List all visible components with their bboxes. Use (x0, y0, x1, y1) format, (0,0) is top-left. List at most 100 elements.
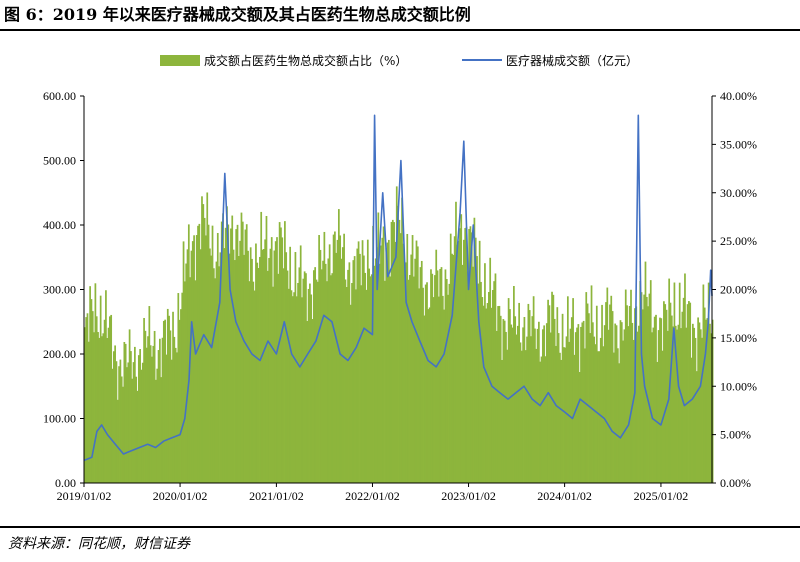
series-share (84, 186, 714, 484)
share-bar (620, 322, 623, 483)
share-bar (362, 255, 365, 483)
share-bar (616, 348, 619, 483)
share-bar (139, 349, 141, 483)
share-bar (494, 273, 497, 483)
right-tick-label: 5.00% (720, 428, 751, 442)
share-bar (215, 261, 218, 483)
share-bar (147, 336, 149, 483)
share-bar (351, 283, 353, 483)
chart-legend: 成交额占医药生物总成交额占比（%） 医疗器械成交额（亿元） (0, 50, 800, 70)
share-bar (277, 273, 280, 483)
share-bar (464, 228, 467, 483)
share-bar (398, 219, 401, 483)
share-bar (330, 275, 332, 483)
share-bar (262, 249, 265, 483)
share-bar (294, 252, 297, 483)
share-bar (141, 362, 144, 483)
share-bar (652, 327, 655, 483)
share-bar (216, 232, 219, 483)
share-bar (162, 320, 165, 483)
share-bar (526, 336, 528, 483)
share-bar (291, 296, 294, 483)
share-bar (692, 323, 694, 483)
share-bar (345, 287, 348, 483)
share-bar (189, 277, 191, 483)
share-bar (230, 228, 232, 483)
left-tick-label: 100.00 (43, 412, 76, 426)
share-bar (140, 369, 143, 483)
share-bar (627, 326, 630, 483)
share-bar (674, 325, 677, 483)
share-bar (177, 293, 180, 483)
share-bar (560, 359, 563, 483)
share-bar (184, 281, 186, 483)
share-bar (131, 378, 134, 483)
share-bar (477, 283, 480, 483)
share-bar (234, 260, 236, 483)
share-bar (701, 337, 703, 483)
share-bar (281, 237, 284, 483)
share-bar (285, 252, 288, 483)
share-bar (535, 348, 538, 483)
share-bar (111, 368, 114, 483)
share-bar (636, 331, 639, 483)
right-tick-label: 0.00% (720, 476, 751, 490)
share-bar (185, 263, 188, 483)
share-bar (266, 270, 269, 483)
legend-item-turnover: 医疗器械成交额（亿元） (462, 50, 638, 70)
share-bar (581, 322, 584, 483)
x-tick-label: 2021/01/02 (249, 489, 304, 503)
share-bar (391, 219, 394, 483)
share-bar (615, 325, 618, 483)
share-bar (499, 315, 502, 483)
share-bar (334, 231, 336, 483)
share-bar (463, 239, 465, 483)
share-bar (319, 249, 322, 483)
share-bar (93, 332, 95, 483)
share-bar (97, 332, 99, 483)
share-bar (223, 248, 226, 483)
share-bar (84, 327, 86, 483)
share-bar (432, 297, 435, 483)
share-bar (178, 319, 181, 483)
share-bar (232, 249, 235, 483)
share-bar (101, 336, 103, 483)
share-bar (172, 311, 174, 483)
share-bar (90, 299, 93, 483)
share-bar (190, 250, 193, 483)
share-bar (666, 330, 669, 483)
share-bar (635, 306, 638, 483)
share-bar (689, 302, 692, 483)
share-bar (99, 295, 102, 483)
share-bar (561, 313, 564, 483)
share-bar (524, 350, 527, 483)
share-bar (470, 232, 473, 483)
share-bar (186, 249, 189, 483)
legend-swatch-share (160, 54, 200, 66)
share-bar (663, 301, 665, 483)
share-bar (245, 224, 248, 483)
share-bar (176, 352, 178, 483)
share-bar (694, 337, 697, 483)
share-bar (513, 286, 515, 483)
share-bar (564, 347, 567, 483)
share-bar (597, 351, 599, 483)
left-tick-label: 400.00 (43, 218, 76, 232)
share-bar (644, 261, 647, 483)
share-bar (468, 228, 470, 483)
share-bar (384, 280, 386, 483)
share-bar (502, 319, 505, 483)
share-bar (240, 212, 243, 483)
share-bar (320, 269, 323, 483)
share-bar (174, 347, 177, 483)
share-bar (259, 256, 261, 483)
share-bar (395, 186, 398, 483)
share-bar (522, 327, 524, 483)
share-bar (536, 328, 539, 483)
share-bar (252, 281, 255, 483)
share-bar (685, 327, 688, 483)
share-bar (110, 314, 113, 483)
share-bar (439, 268, 442, 483)
share-bar (672, 326, 674, 483)
share-bar (670, 315, 673, 483)
